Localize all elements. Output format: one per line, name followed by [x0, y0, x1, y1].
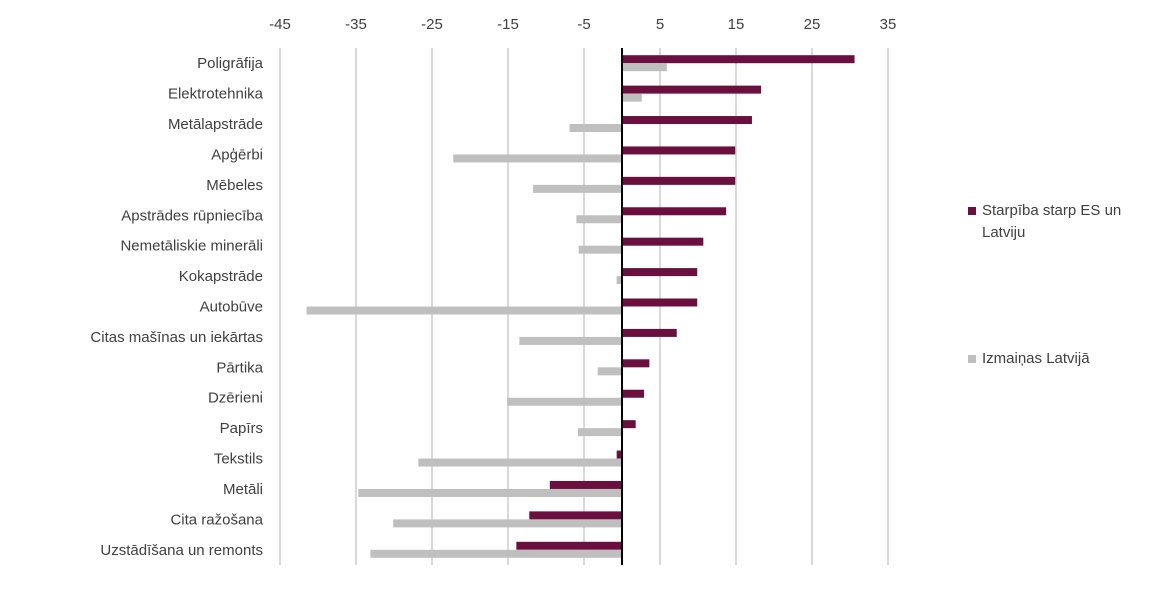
category-label: Apģērbi [211, 146, 263, 163]
x-tick-label: 35 [880, 16, 897, 33]
x-axis-ticks: -45 -35 -25 -15 -5 5 15 25 35 [269, 16, 896, 33]
bar-series-1 [622, 176, 736, 185]
bar-series-1 [529, 511, 622, 520]
bar-series-1 [622, 328, 677, 337]
bar-series-1 [622, 237, 704, 246]
category-labels: Poligrāfija Elektrotehnika Metālapstrāde Ap… [90, 55, 263, 559]
bar-series-2 [418, 458, 622, 467]
category-label: Kokapstrāde [179, 268, 263, 285]
category-label: Citas mašīnas un iekārtas [90, 329, 263, 346]
category-label: Metāli [223, 481, 263, 498]
bar-series-2 [453, 154, 622, 163]
legend-swatch-series-2 [968, 355, 976, 363]
bar-series-2 [393, 519, 622, 528]
bar-series-1 [622, 207, 727, 216]
bar-series-2 [577, 428, 622, 437]
bar-series-2 [616, 276, 622, 285]
bar-series-1 [622, 55, 855, 64]
x-tick-label: -35 [345, 16, 367, 33]
category-label: Cita ražošana [170, 511, 263, 528]
bar-series-2 [569, 124, 622, 133]
bar-series-1 [622, 116, 752, 125]
category-label: Apstrādes rūpniecība [121, 207, 263, 224]
bar-series-1 [622, 359, 650, 368]
bars [306, 55, 855, 558]
bar-series-2 [507, 397, 622, 406]
category-label: Metālapstrāde [168, 116, 263, 133]
bar-series-2 [578, 245, 622, 254]
bar-series-1 [622, 146, 736, 155]
bar-series-1 [549, 480, 622, 489]
bar-series-2 [358, 488, 622, 497]
category-label: Pārtika [216, 359, 263, 376]
legend-label-series-1: Starpība starp ES un Latviju [982, 202, 1122, 241]
category-label: Uzstādīšana un remonts [100, 542, 263, 559]
x-tick-label: 25 [804, 16, 821, 33]
bar-series-2 [370, 549, 622, 558]
bar-series-2 [306, 306, 622, 315]
legend-item-series-1: Starpība starp ES un Latviju [968, 200, 1148, 244]
bar-series-2 [597, 367, 622, 376]
category-label: Papīrs [220, 420, 263, 437]
category-label: Elektrotehnika [168, 86, 264, 103]
bar-series-2 [519, 336, 622, 345]
x-tick-label: -25 [421, 16, 443, 33]
category-label: Autobūve [200, 299, 263, 316]
bar-series-1 [622, 298, 698, 307]
x-tick-label: -15 [497, 16, 519, 33]
bar-series-1 [516, 541, 622, 550]
bar-series-1 [622, 85, 762, 94]
category-label: Tekstils [214, 451, 263, 468]
x-tick-label: 15 [728, 16, 745, 33]
category-label: Dzērieni [208, 390, 263, 407]
bar-series-1 [622, 268, 698, 277]
bar-series-1 [622, 420, 636, 429]
x-tick-label: -5 [577, 16, 590, 33]
category-label: Nemetāliskie minerāli [120, 238, 263, 255]
x-tick-label: 5 [656, 16, 664, 33]
bar-series-2 [622, 93, 642, 102]
bar-series-2 [576, 215, 622, 224]
legend-item-series-2: Izmaiņas Latvijā [968, 348, 1148, 370]
category-label: Poligrāfija [197, 55, 264, 72]
legend-swatch-series-1 [968, 207, 976, 215]
bar-series-1 [622, 389, 645, 398]
x-tick-label: -45 [269, 16, 291, 33]
legend-label-series-2: Izmaiņas Latvijā [982, 350, 1090, 367]
bar-series-2 [533, 184, 622, 193]
bar-series-1 [616, 450, 622, 459]
category-label: Mēbeles [206, 177, 263, 194]
bar-series-2 [622, 63, 667, 72]
